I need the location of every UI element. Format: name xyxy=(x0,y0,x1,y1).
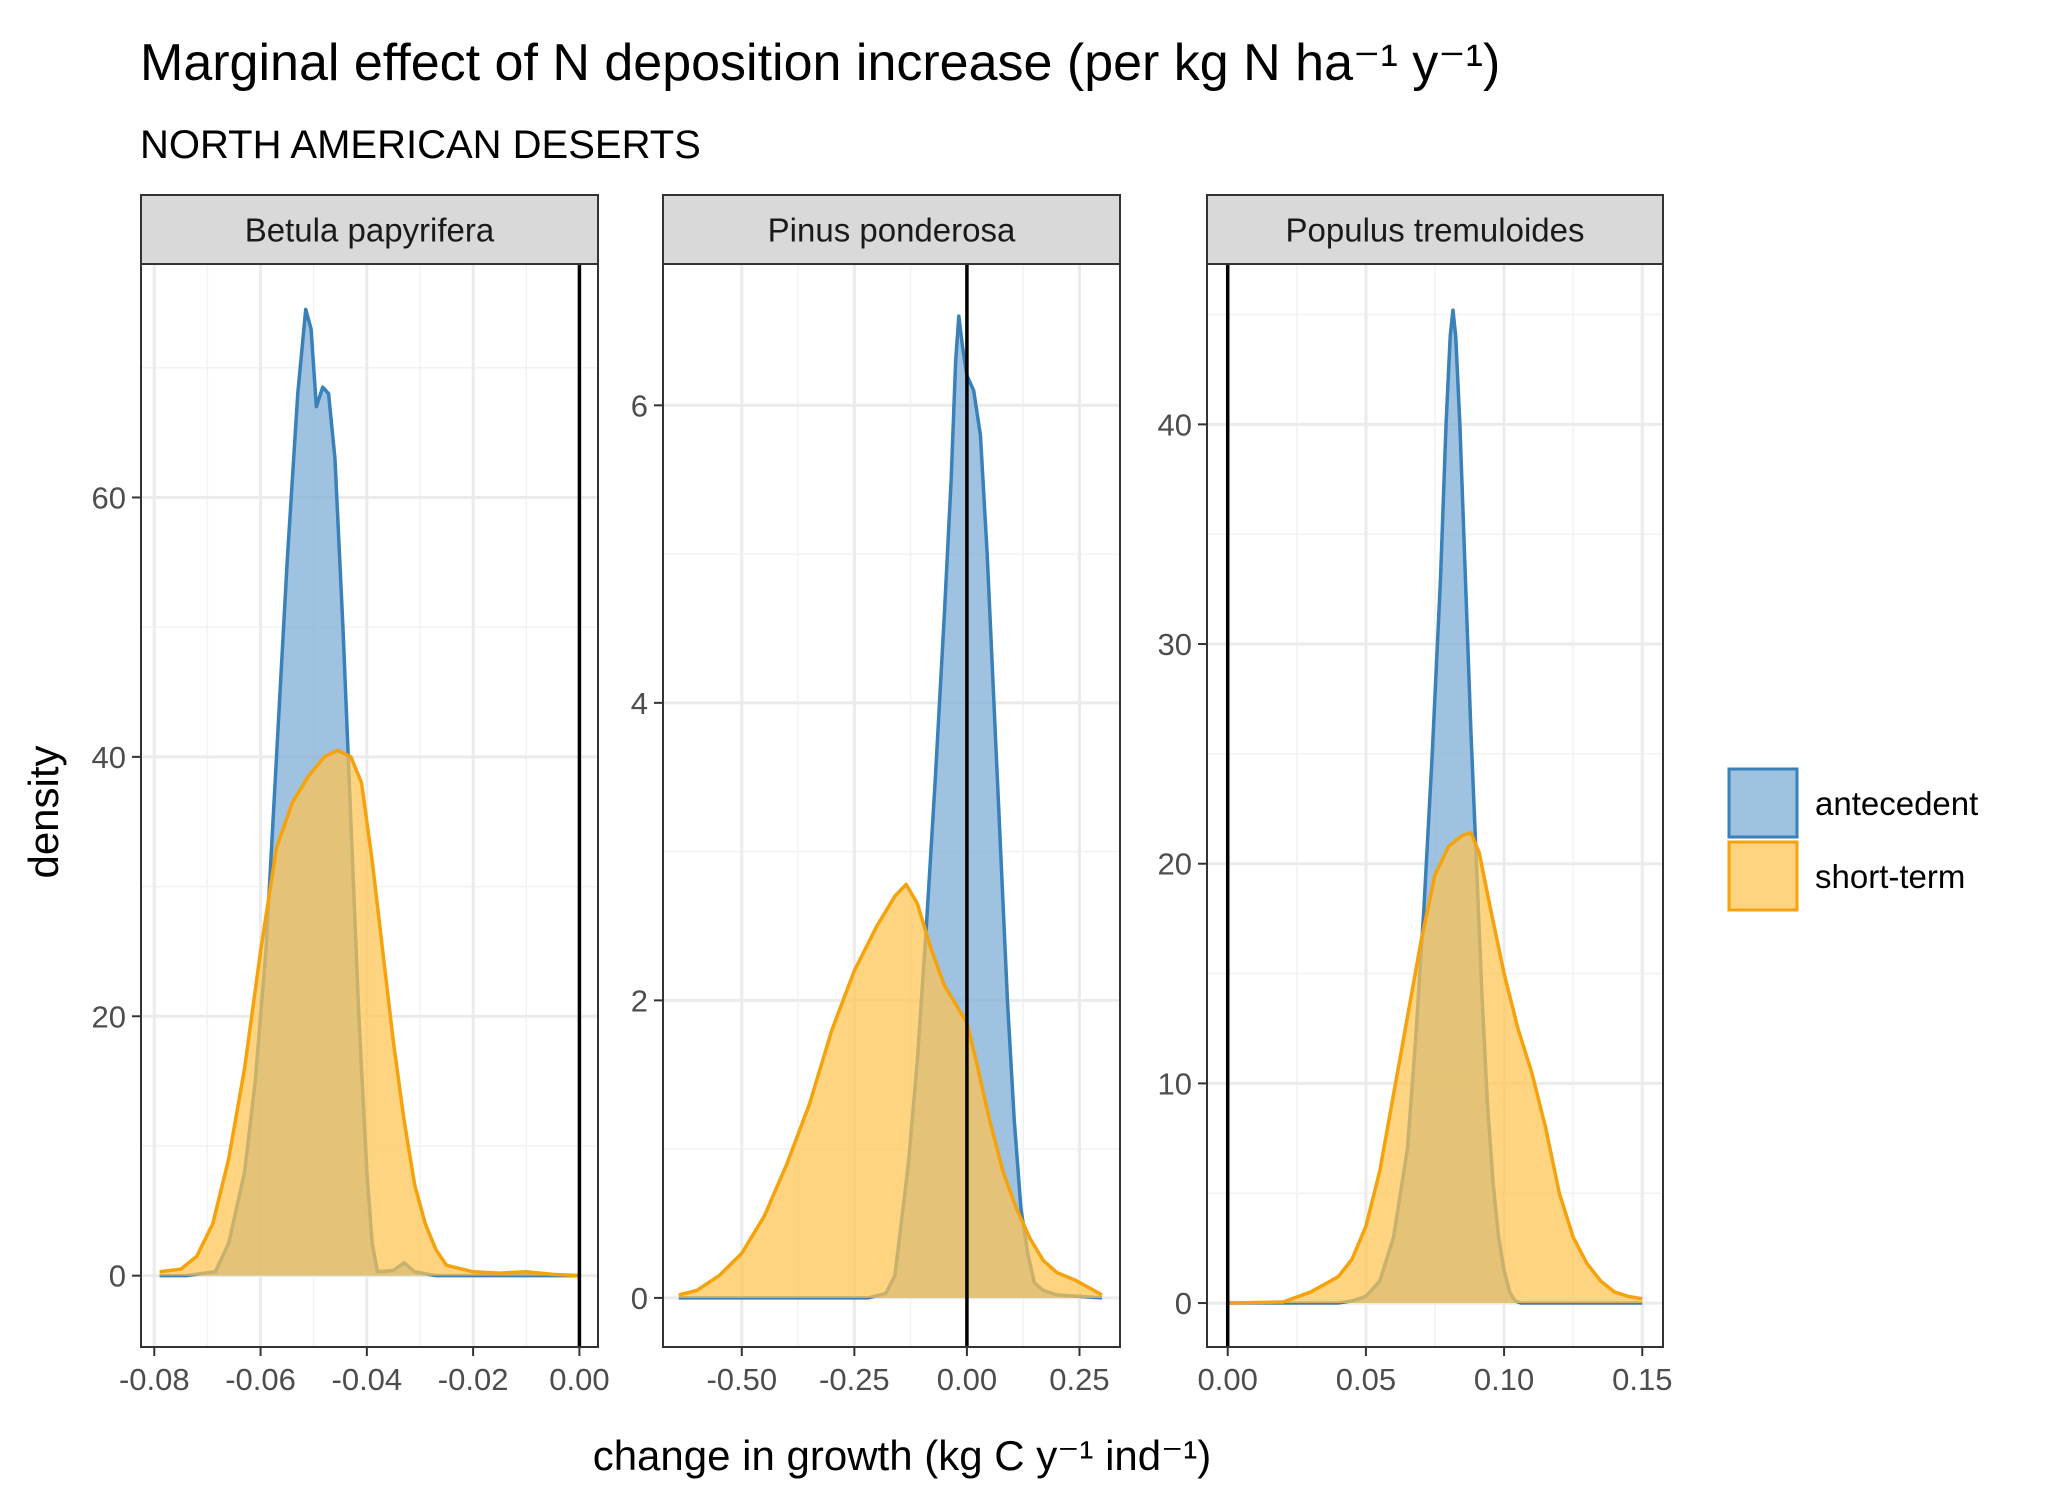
legend-label-antecedent: antecedent xyxy=(1815,785,1978,822)
y-tick-label: 40 xyxy=(1158,407,1192,442)
x-tick-label: 0.15 xyxy=(1612,1362,1672,1397)
x-tick-label: -0.06 xyxy=(225,1362,296,1397)
chart-subtitle: NORTH AMERICAN DESERTS xyxy=(140,123,701,167)
short-term-density-line xyxy=(678,882,1103,1297)
panel-border xyxy=(1206,263,1664,1348)
y-tick-label: 20 xyxy=(1158,847,1192,882)
y-tick-label: 40 xyxy=(92,740,126,775)
x-tick-label: 0.00 xyxy=(1198,1362,1258,1397)
x-tick-label: -0.04 xyxy=(332,1362,403,1397)
y-axis-title: density xyxy=(20,745,67,878)
legend-key-antecedent xyxy=(1727,767,1799,839)
panel-border xyxy=(662,263,1121,1348)
y-tick-label: 20 xyxy=(92,999,126,1034)
legend-item-antecedent: antecedent xyxy=(1727,767,1978,839)
facet-panel: Betula papyrifera -0.08 -0.06 -0.04 -0.02 0.0… xyxy=(92,194,610,1397)
facet-strip-label: Betula papyrifera xyxy=(245,212,495,249)
facet-panel: Populus tremuloides 0.00 0.05 0.10 0.15 0 10 20… xyxy=(1158,194,1672,1397)
facet-strip xyxy=(140,194,599,265)
panel-border xyxy=(140,263,599,1348)
legend: antecedent short-term xyxy=(1727,767,1978,912)
facet-strip xyxy=(1206,194,1664,265)
x-tick-label: -0.08 xyxy=(119,1362,190,1397)
facet-panel: Pinus ponderosa -0.50 -0.25 0.00 0.25 0 2 4 6 xyxy=(631,194,1121,1397)
chart-title: Marginal effect of N deposition increase… xyxy=(140,34,1500,92)
y-tick-label: 2 xyxy=(631,983,648,1018)
antecedent-density-area xyxy=(678,316,1102,1298)
facet-panels: Betula papyrifera -0.08 -0.06 -0.04 -0.02 0.0… xyxy=(92,194,1672,1397)
antecedent-density-area xyxy=(1227,310,1643,1304)
short-term-density-line xyxy=(1227,831,1643,1305)
x-axis-title: change in growth (kg C y⁻¹ ind⁻¹) xyxy=(593,1432,1212,1479)
y-tick-label: 0 xyxy=(631,1281,648,1316)
x-tick-label: -0.25 xyxy=(819,1362,890,1397)
y-tick-label: 0 xyxy=(109,1259,126,1294)
short-term-density-area xyxy=(1227,832,1643,1304)
x-tick-label: 0.10 xyxy=(1474,1362,1534,1397)
x-tick-label: 0.05 xyxy=(1336,1362,1396,1397)
short-term-density-area xyxy=(678,884,1102,1298)
y-tick-label: 60 xyxy=(92,480,126,515)
x-tick-label: -0.02 xyxy=(438,1362,509,1397)
y-tick-label: 30 xyxy=(1158,627,1192,662)
legend-label-short-term: short-term xyxy=(1815,858,1965,895)
legend-item-short-term: short-term xyxy=(1727,840,1965,912)
facet-strip-label: Pinus ponderosa xyxy=(768,212,1016,249)
y-tick-label: 4 xyxy=(631,686,648,721)
short-term-density-line xyxy=(159,748,580,1278)
y-tick-label: 6 xyxy=(631,388,648,423)
facet-strip-label: Populus tremuloides xyxy=(1286,212,1585,249)
x-tick-label: 0.00 xyxy=(937,1362,997,1397)
x-tick-label: 0.00 xyxy=(549,1362,609,1397)
short-term-density-area xyxy=(159,750,580,1276)
x-tick-label: 0.25 xyxy=(1049,1362,1109,1397)
y-tick-label: 10 xyxy=(1158,1066,1192,1101)
legend-key-short-term xyxy=(1727,840,1799,912)
y-tick-label: 0 xyxy=(1175,1286,1192,1321)
x-tick-label: -0.50 xyxy=(706,1362,777,1397)
